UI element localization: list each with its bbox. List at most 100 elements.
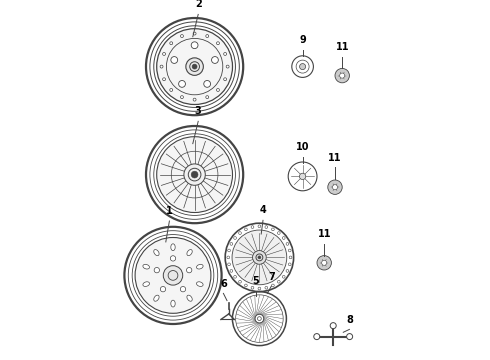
Circle shape — [230, 270, 233, 272]
Circle shape — [252, 251, 266, 264]
Circle shape — [288, 162, 317, 191]
Circle shape — [251, 286, 254, 289]
Text: 2: 2 — [195, 0, 201, 9]
Circle shape — [191, 42, 198, 49]
Text: 7: 7 — [268, 271, 275, 282]
Circle shape — [251, 226, 254, 229]
Circle shape — [223, 78, 226, 81]
Circle shape — [206, 96, 209, 99]
Circle shape — [223, 53, 226, 55]
Circle shape — [346, 334, 353, 339]
Text: 8: 8 — [346, 315, 353, 325]
Text: 4: 4 — [260, 205, 267, 215]
Circle shape — [277, 280, 280, 283]
Ellipse shape — [171, 300, 175, 307]
Circle shape — [258, 256, 261, 259]
Circle shape — [179, 81, 185, 87]
Circle shape — [228, 263, 230, 266]
Circle shape — [321, 260, 327, 265]
Circle shape — [234, 237, 237, 239]
Circle shape — [230, 243, 233, 245]
Text: 11: 11 — [318, 229, 331, 239]
Text: 5: 5 — [252, 276, 259, 286]
Circle shape — [171, 256, 176, 261]
Ellipse shape — [196, 264, 203, 269]
Circle shape — [282, 237, 285, 239]
Circle shape — [191, 171, 198, 178]
Circle shape — [226, 65, 229, 68]
Circle shape — [163, 266, 183, 285]
Ellipse shape — [154, 295, 159, 301]
Text: 10: 10 — [296, 142, 309, 152]
Circle shape — [192, 64, 197, 69]
Circle shape — [212, 57, 219, 63]
Circle shape — [289, 256, 292, 259]
Circle shape — [265, 286, 268, 289]
Circle shape — [239, 280, 242, 283]
Circle shape — [163, 78, 166, 81]
Circle shape — [193, 98, 196, 101]
Circle shape — [170, 42, 172, 45]
Text: 6: 6 — [220, 279, 227, 289]
Text: 11: 11 — [328, 153, 342, 163]
Circle shape — [245, 284, 247, 287]
Ellipse shape — [196, 282, 203, 287]
Circle shape — [286, 243, 289, 245]
Circle shape — [228, 249, 230, 252]
Circle shape — [286, 270, 289, 272]
Circle shape — [135, 238, 211, 313]
Circle shape — [227, 256, 230, 259]
Circle shape — [258, 225, 261, 228]
Circle shape — [299, 173, 306, 180]
Circle shape — [187, 267, 192, 273]
Text: 11: 11 — [336, 42, 349, 52]
Circle shape — [277, 232, 280, 234]
Circle shape — [271, 284, 274, 287]
Text: 3: 3 — [195, 106, 201, 116]
Circle shape — [204, 81, 211, 87]
Ellipse shape — [171, 244, 175, 251]
Circle shape — [314, 334, 320, 339]
Circle shape — [154, 267, 160, 273]
Circle shape — [328, 180, 342, 194]
Circle shape — [217, 89, 220, 91]
Circle shape — [317, 256, 331, 270]
Circle shape — [333, 185, 338, 190]
Text: 1: 1 — [166, 206, 173, 216]
Circle shape — [289, 249, 291, 252]
Ellipse shape — [187, 295, 192, 301]
Circle shape — [180, 35, 183, 37]
Circle shape — [292, 56, 314, 77]
Circle shape — [171, 57, 178, 63]
Circle shape — [193, 32, 196, 35]
Circle shape — [255, 314, 264, 323]
Circle shape — [239, 232, 242, 234]
Circle shape — [258, 287, 261, 290]
Circle shape — [163, 53, 166, 55]
Circle shape — [271, 228, 274, 231]
Circle shape — [184, 164, 205, 185]
Circle shape — [160, 287, 166, 292]
Circle shape — [180, 96, 183, 99]
Circle shape — [170, 89, 172, 91]
Circle shape — [289, 263, 291, 266]
Circle shape — [186, 58, 203, 75]
Circle shape — [157, 137, 233, 212]
Circle shape — [335, 68, 349, 83]
Circle shape — [340, 73, 345, 78]
Ellipse shape — [154, 249, 159, 256]
Ellipse shape — [143, 282, 149, 287]
Circle shape — [265, 226, 268, 229]
Circle shape — [245, 228, 247, 231]
Circle shape — [299, 64, 306, 69]
Circle shape — [234, 275, 237, 278]
Ellipse shape — [187, 249, 192, 256]
Circle shape — [206, 35, 209, 37]
Circle shape — [282, 275, 285, 278]
Text: 9: 9 — [299, 35, 306, 45]
Ellipse shape — [143, 264, 149, 269]
Circle shape — [330, 323, 336, 329]
Circle shape — [217, 42, 220, 45]
Circle shape — [160, 65, 163, 68]
Circle shape — [157, 29, 233, 104]
